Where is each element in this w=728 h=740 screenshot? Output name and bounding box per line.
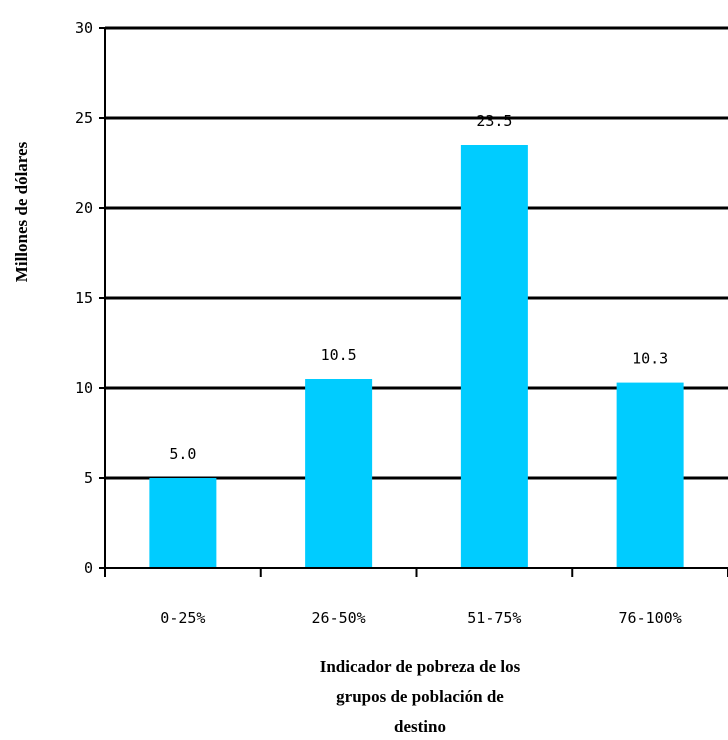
data-labels: 5.0 10.5 23.5 10.3 bbox=[169, 112, 668, 463]
bar bbox=[149, 478, 217, 568]
x-axis-title: Indicador de pobreza de los grupos de po… bbox=[320, 657, 521, 736]
data-label: 10.3 bbox=[632, 350, 668, 368]
y-tick-label: 10 bbox=[75, 379, 93, 397]
x-axis-title-line-1: Indicador de pobreza de los bbox=[320, 657, 521, 676]
x-tick-label: 0-25% bbox=[160, 609, 205, 627]
x-tick-label: 76-100% bbox=[619, 609, 682, 627]
x-tick-label: 51-75% bbox=[467, 609, 521, 627]
axes bbox=[99, 27, 728, 577]
y-tick-label: 30 bbox=[75, 19, 93, 37]
y-tick-label: 25 bbox=[75, 109, 93, 127]
y-tick-label: 5 bbox=[84, 469, 93, 487]
x-tick-labels: 0-25% 26-50% 51-75% 76-100% bbox=[160, 609, 681, 627]
y-tick-labels: 0 5 10 15 20 25 30 bbox=[75, 19, 93, 577]
bar bbox=[460, 145, 528, 568]
data-label: 23.5 bbox=[476, 112, 512, 130]
bar bbox=[616, 382, 684, 568]
y-tick-label: 20 bbox=[75, 199, 93, 217]
bar bbox=[305, 379, 373, 568]
bars bbox=[149, 145, 684, 568]
x-axis-title-line-3: destino bbox=[394, 717, 446, 736]
x-axis-title-line-2: grupos de población de bbox=[336, 687, 504, 706]
y-tick-label: 0 bbox=[84, 559, 93, 577]
data-label: 10.5 bbox=[321, 346, 357, 364]
y-axis-title: Millones de dólares bbox=[12, 141, 31, 282]
x-tick-label: 26-50% bbox=[312, 609, 366, 627]
y-tick-label: 15 bbox=[75, 289, 93, 307]
data-label: 5.0 bbox=[169, 445, 196, 463]
